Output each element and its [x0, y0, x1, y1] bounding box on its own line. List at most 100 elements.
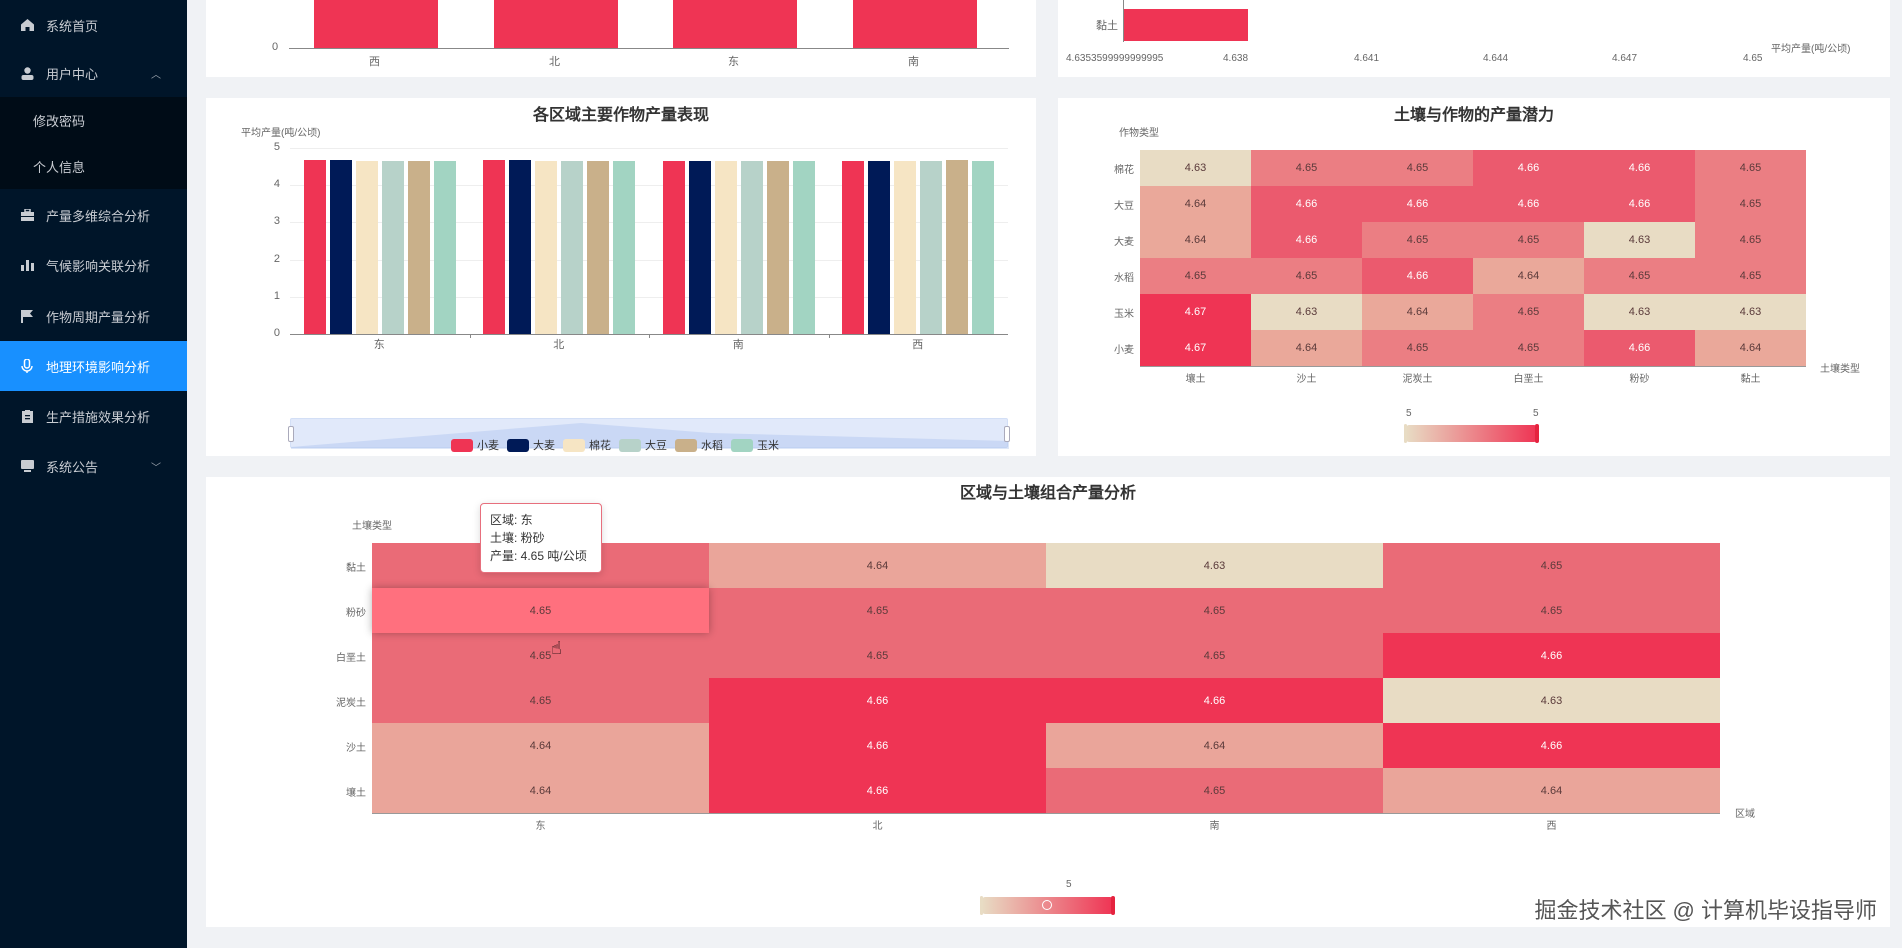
heatmap-cell[interactable]: 4.65	[1473, 330, 1584, 366]
sidebar-item-climate-analysis[interactable]: 气候影响关联分析	[0, 240, 187, 290]
heatmap-cell[interactable]: 4.65	[1695, 186, 1806, 222]
bar[interactable]	[740, 160, 763, 334]
bar[interactable]	[894, 161, 917, 334]
heatmap-cell[interactable]: 4.66	[1473, 186, 1584, 222]
heatmap-cell[interactable]: 4.65	[1383, 588, 1720, 633]
heatmap-cell[interactable]: 4.65	[1140, 258, 1251, 294]
heatmap-cell[interactable]: 4.64	[1473, 258, 1584, 294]
legend-item[interactable]: 棉花	[563, 437, 611, 453]
bar[interactable]	[662, 160, 685, 334]
heatmap-cell[interactable]: 4.66	[1251, 222, 1362, 258]
legend-item[interactable]: 玉米	[731, 437, 779, 453]
sidebar-item-change-password[interactable]: 修改密码	[33, 113, 86, 129]
bar[interactable]	[509, 160, 532, 334]
heatmap-cell[interactable]: 4.65	[1362, 150, 1473, 186]
bar[interactable]	[920, 160, 943, 334]
heatmap-cell[interactable]: 4.66	[1584, 186, 1695, 222]
bar[interactable]	[842, 160, 865, 334]
bar[interactable]	[483, 160, 506, 334]
heatmap-cell[interactable]: 4.66	[1584, 330, 1695, 366]
sidebar-item-profile[interactable]: 个人信息	[33, 159, 86, 175]
bar[interactable]	[587, 161, 610, 334]
heatmap-cell[interactable]: 4.63	[1383, 678, 1720, 723]
heatmap-cell[interactable]: 4.65	[1046, 588, 1383, 633]
heatmap-cell[interactable]: 4.63	[1046, 543, 1383, 588]
heatmap-cell[interactable]: 4.67	[1140, 330, 1251, 366]
heatmap-cell[interactable]: 4.65	[1473, 222, 1584, 258]
bar[interactable]	[381, 161, 404, 334]
heatmap-cell[interactable]: 4.66	[1383, 633, 1720, 678]
sidebar-item-home[interactable]: 系统首页	[0, 0, 187, 50]
bar[interactable]	[972, 161, 995, 334]
bar[interactable]	[303, 160, 326, 334]
heatmap-cell[interactable]: 4.65	[372, 633, 709, 678]
bar-east[interactable]	[673, 0, 797, 49]
sidebar-item-yield-analysis[interactable]: 产量多维综合分析	[0, 190, 187, 240]
bar-south[interactable]	[853, 0, 977, 49]
heatmap-cell[interactable]: 4.65	[1473, 294, 1584, 330]
bar[interactable]	[946, 160, 969, 334]
sidebar-item-geo-environment[interactable]: 地理环境影响分析	[0, 341, 187, 391]
heatmap-cell[interactable]: 4.66	[1362, 258, 1473, 294]
legend-item[interactable]: 大麦	[507, 437, 555, 453]
heatmap-cell[interactable]: 4.65	[1046, 633, 1383, 678]
heatmap-cell[interactable]: 4.65	[1695, 150, 1806, 186]
heatmap-cell[interactable]: 4.64	[1695, 330, 1806, 366]
legend-item[interactable]: 大豆	[619, 437, 667, 453]
bar[interactable]	[792, 161, 815, 334]
heatmap-cell[interactable]: 4.63	[1584, 222, 1695, 258]
heatmap-cell[interactable]: 4.64	[1046, 723, 1383, 768]
sidebar-item-user-center[interactable]: 用户中心 ︿	[0, 48, 187, 98]
heatmap-cell[interactable]: 4.65	[1695, 222, 1806, 258]
heatmap-cell[interactable]: 4.65	[1251, 258, 1362, 294]
visual-map-handle-max[interactable]	[1535, 424, 1539, 443]
bar[interactable]	[329, 160, 352, 334]
heatmap-cell[interactable]: 4.65	[1383, 543, 1720, 588]
bar[interactable]	[561, 160, 584, 334]
visual-map-slider[interactable]	[980, 896, 1115, 915]
slider-handle-right[interactable]	[1004, 426, 1010, 442]
heatmap-cell[interactable]: 4.66	[1046, 678, 1383, 723]
sidebar-item-production-measures[interactable]: 生产措施效果分析	[0, 391, 187, 441]
heatmap-cell[interactable]: 4.65	[1251, 150, 1362, 186]
bar[interactable]	[355, 161, 378, 334]
heatmap-cell[interactable]: 4.64	[709, 543, 1046, 588]
heatmap-cell[interactable]: 4.66	[709, 723, 1046, 768]
heatmap-cell[interactable]: 4.67	[1140, 294, 1251, 330]
bar[interactable]	[535, 161, 558, 334]
heatmap-cell[interactable]: 4.64	[1362, 294, 1473, 330]
heatmap-cell[interactable]: 4.66	[1473, 150, 1584, 186]
heatmap-cell[interactable]: 4.65	[1362, 330, 1473, 366]
bar[interactable]	[714, 161, 737, 334]
visual-map-handle-max[interactable]	[1111, 896, 1115, 915]
heatmap-cell[interactable]: 4.64	[1140, 186, 1251, 222]
heatmap-cell[interactable]: 4.65	[1046, 768, 1383, 813]
heatmap-cell[interactable]: 4.65	[1695, 258, 1806, 294]
heatmap-cell[interactable]: 4.65	[372, 588, 709, 633]
heatmap-cell[interactable]: 4.64	[372, 723, 709, 768]
bar-clay[interactable]	[1124, 9, 1248, 41]
heatmap-cell[interactable]: 4.63	[1584, 294, 1695, 330]
heatmap-cell[interactable]: 4.64	[372, 768, 709, 813]
heatmap-cell[interactable]: 4.63	[1695, 294, 1806, 330]
sidebar-item-crop-cycle[interactable]: 作物周期产量分析	[0, 291, 187, 341]
visual-map-slider[interactable]	[1404, 424, 1539, 443]
heatmap-cell[interactable]: 4.63	[1251, 294, 1362, 330]
slider-handle-left[interactable]	[288, 426, 294, 442]
legend-item[interactable]: 水稻	[675, 437, 723, 453]
bar-north[interactable]	[494, 0, 618, 49]
bar[interactable]	[433, 161, 456, 334]
heatmap-cell[interactable]: 4.65	[1584, 258, 1695, 294]
visual-map-handle-min[interactable]	[1404, 424, 1407, 443]
heatmap-cell[interactable]: 4.65	[1362, 222, 1473, 258]
heatmap-cell[interactable]: 4.65	[709, 588, 1046, 633]
heatmap-cell[interactable]: 4.65	[709, 633, 1046, 678]
heatmap-cell[interactable]: 4.63	[1140, 150, 1251, 186]
heatmap-cell[interactable]: 4.66	[1362, 186, 1473, 222]
bar[interactable]	[868, 161, 891, 334]
heatmap-cell[interactable]: 4.66	[1584, 150, 1695, 186]
heatmap-cell[interactable]: 4.66	[709, 768, 1046, 813]
bar[interactable]	[766, 160, 789, 334]
heatmap-cell[interactable]: 4.66	[1383, 723, 1720, 768]
legend-item[interactable]: 小麦	[451, 437, 499, 453]
